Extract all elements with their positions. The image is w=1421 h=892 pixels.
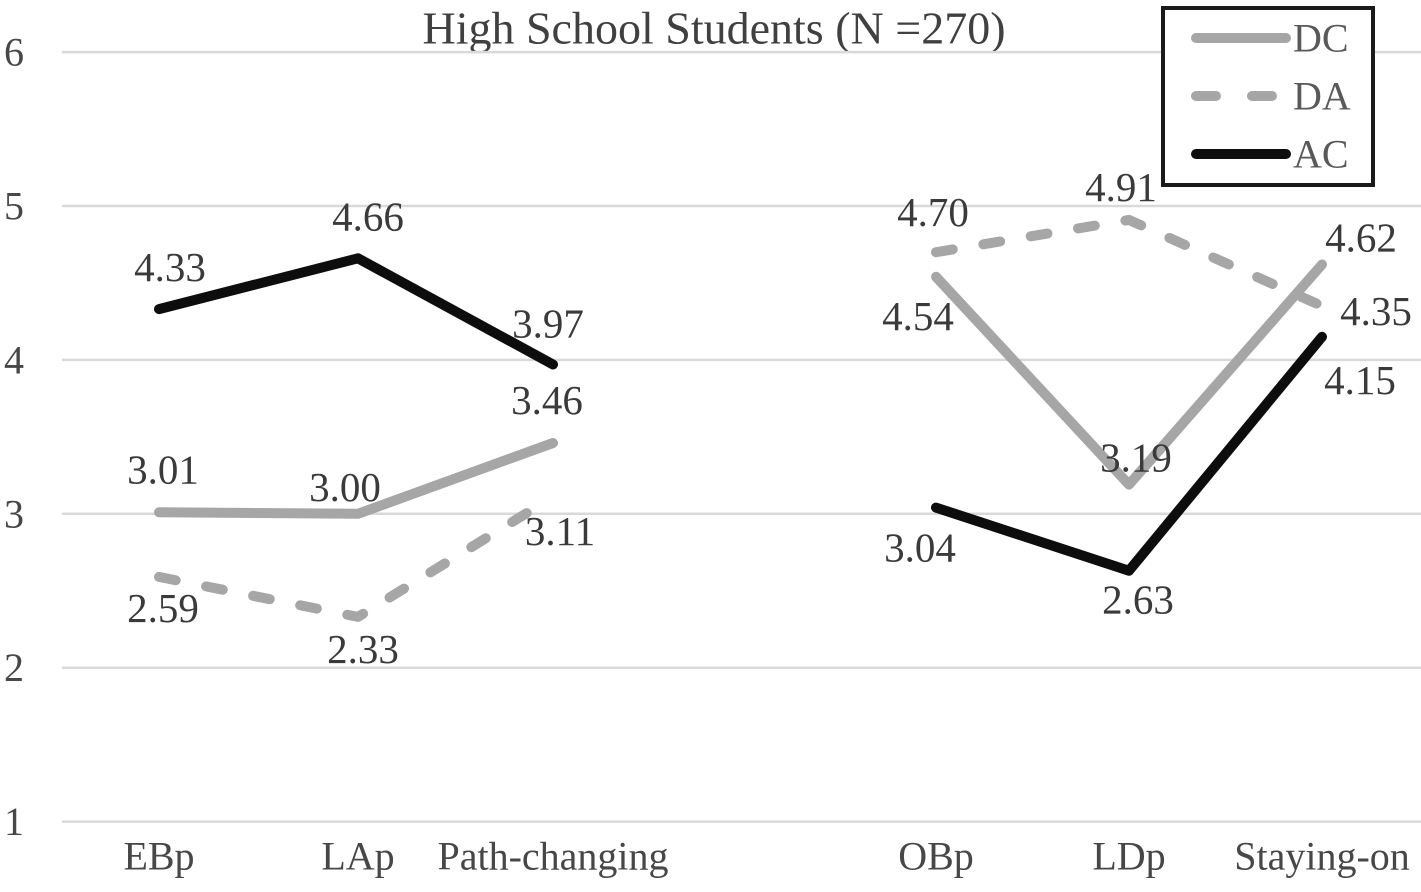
- data-label-DA-Staying-on: 4.35: [1340, 288, 1412, 334]
- data-label-AC-LDp: 2.63: [1102, 577, 1174, 623]
- data-label-DC-LDp: 3.19: [1100, 435, 1172, 481]
- legend-label-DA: DA: [1293, 74, 1351, 119]
- x-axis-category-label-OBp: OBp: [898, 834, 974, 879]
- data-label-DA-LDp: 4.91: [1085, 164, 1157, 210]
- y-axis-tick-label: 6: [4, 30, 24, 75]
- data-label-AC-EBp: 4.33: [134, 244, 206, 290]
- y-axis-tick-label: 3: [4, 491, 24, 536]
- x-axis-category-label-Staying-on: Staying-on: [1234, 834, 1410, 879]
- series-line-DC-group2: [931, 259, 1327, 490]
- legend-label-DC: DC: [1293, 16, 1349, 61]
- data-label-DC-Path-changing: 3.46: [511, 377, 583, 423]
- data-label-DA-Path-changing: 3.11: [525, 508, 595, 554]
- y-axis-tick-label: 1: [4, 799, 24, 844]
- y-axis-tick-label: 4: [4, 337, 24, 382]
- legend-label-AC: AC: [1293, 132, 1349, 177]
- data-label-DA-EBp: 2.59: [127, 585, 199, 631]
- series-line-DA-group2: [931, 214, 1327, 311]
- series-line-DA-group1: [154, 491, 558, 622]
- series-line-DC-group1: [154, 438, 558, 519]
- x-axis-category-label-LDp: LDp: [1092, 834, 1165, 879]
- x-axis-category-label-EBp: EBp: [123, 834, 194, 879]
- data-label-DA-LAp: 2.33: [327, 626, 399, 672]
- x-axis-category-label-Path-changing: Path-changing: [437, 834, 668, 879]
- x-axis-category-label-LAp: LAp: [321, 834, 394, 879]
- data-label-AC-Path-changing: 3.97: [512, 301, 584, 347]
- data-label-DC-OBp: 4.54: [882, 293, 954, 339]
- y-axis-tick-label: 5: [4, 184, 24, 229]
- chart-title: High School Students (N =270): [422, 3, 1005, 54]
- data-label-DA-OBp: 4.70: [897, 189, 969, 235]
- data-label-DC-Staying-on: 4.62: [1325, 214, 1397, 260]
- data-label-AC-OBp: 3.04: [884, 525, 956, 571]
- data-label-AC-Staying-on: 4.15: [1324, 357, 1396, 403]
- data-label-DC-LAp: 3.00: [309, 464, 381, 510]
- series-line-AC-group1: [154, 253, 558, 370]
- series-line-AC-group2: [931, 331, 1327, 576]
- data-label-DC-EBp: 3.01: [127, 446, 199, 492]
- y-axis-tick-label: 2: [4, 645, 24, 690]
- data-label-AC-LAp: 4.66: [332, 193, 404, 239]
